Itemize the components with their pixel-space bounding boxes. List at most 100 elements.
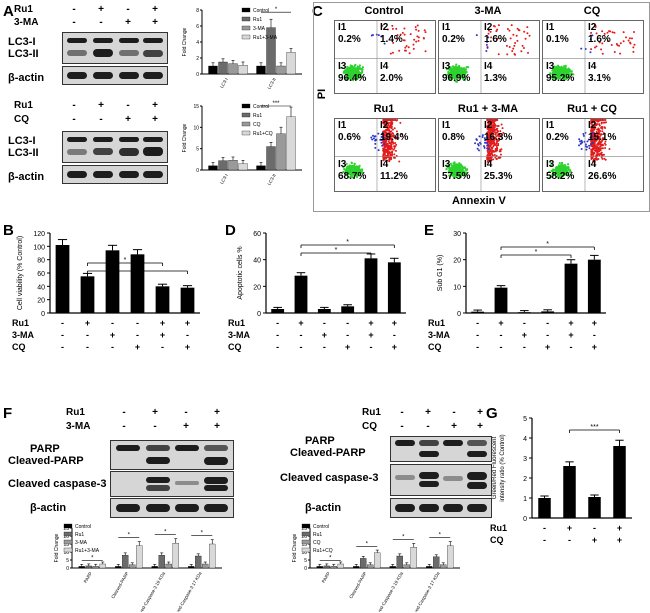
- bar: [541, 311, 555, 313]
- quadrant-percent: 1.6%: [588, 34, 611, 45]
- sign: +: [160, 318, 165, 328]
- chart-g: 0 1 2 3 4 5 Green/Red Fluorescent intensity rat…: [490, 416, 632, 545]
- chart-d: 0 20 40 60 Apoptotic cells % * * Ru1 - + - - + +3-MA -…: [228, 231, 406, 352]
- quadrant-id: I3: [546, 61, 555, 73]
- y-tick-label: 0: [196, 168, 199, 174]
- bar: [389, 566, 396, 569]
- bar: [410, 547, 417, 569]
- lc3i-label: LC3-I: [8, 36, 36, 48]
- flow-plot: [438, 118, 540, 192]
- quadrant-percent: 25.3%: [484, 171, 513, 183]
- flow-plot: [542, 118, 644, 192]
- significance-mark: *: [128, 533, 131, 539]
- y-tick-label: 2: [523, 476, 527, 483]
- bar: [180, 287, 195, 313]
- actin-label: β-actin: [8, 171, 45, 183]
- x-tick-label: Cleaved-PARP: [110, 571, 129, 599]
- panel-label-c: C: [312, 3, 323, 20]
- y-tick-label: 0: [257, 311, 261, 318]
- parp-label: PARP: [305, 435, 335, 447]
- sign: +: [160, 330, 165, 340]
- quadrant-label: I4 1.3%: [484, 61, 507, 85]
- pi-axis-label: PI: [316, 88, 329, 100]
- x-tick-label: LC3-II: [266, 77, 276, 90]
- lc3ii-label: LC3-II: [8, 48, 39, 60]
- quadrant-id: I3: [442, 159, 451, 171]
- quadrant-percent: 3.1%: [588, 73, 611, 85]
- sign: +: [567, 523, 572, 533]
- bar: [294, 275, 308, 313]
- x-tick-label: Cleaved-PARP: [348, 571, 367, 599]
- bar: [316, 566, 323, 569]
- bar: [80, 276, 95, 313]
- legend-swatch: [241, 16, 251, 22]
- y-tick-label: 0: [457, 311, 461, 318]
- bar: [165, 563, 172, 569]
- bar: [129, 564, 136, 569]
- legend-label: 3-MA: [75, 540, 88, 546]
- y-tick-label: 5: [196, 147, 199, 153]
- bar: [155, 286, 170, 313]
- significance-mark: *: [329, 556, 332, 562]
- cq-row-label: CQ: [362, 421, 377, 432]
- actin-label: β-actin: [305, 502, 342, 514]
- bar: [256, 65, 266, 75]
- sign: -: [86, 330, 89, 340]
- y-tick-label: 120: [33, 231, 45, 238]
- flow-plot-title: Ru1: [373, 103, 395, 115]
- quadrant-label: I3 95.2%: [546, 61, 574, 85]
- quadrant-label: I2 1.6%: [588, 22, 611, 46]
- flow-scatter: [543, 21, 643, 93]
- significance-mark: *: [439, 533, 442, 539]
- bar: [238, 163, 248, 171]
- quadrant-label: I4 3.1%: [588, 61, 611, 85]
- sign: -: [184, 407, 188, 418]
- y-tick-label: 2: [196, 56, 199, 62]
- y-tick-label: 10: [193, 125, 199, 131]
- sign: -: [593, 523, 596, 533]
- sign: -: [86, 342, 89, 352]
- quadrant-percent: 0.2%: [442, 34, 465, 45]
- y-tick-label: 6: [196, 24, 199, 30]
- bar: [158, 555, 165, 569]
- y-tick-label: 20: [453, 258, 461, 265]
- sign: +: [568, 330, 573, 340]
- y-axis-label: Apoptotic cells %: [237, 246, 244, 299]
- ru1-row-label: Ru1: [66, 407, 85, 418]
- sign: -: [161, 342, 164, 352]
- quadrant-percent: 1.4%: [380, 34, 403, 45]
- bar: [341, 306, 355, 313]
- quadrant-percent: 1.6%: [484, 34, 507, 45]
- sign: -: [276, 330, 279, 340]
- sign: +: [85, 318, 90, 328]
- quadrant-id: I2: [380, 120, 389, 131]
- panel-label-a: A: [3, 3, 14, 20]
- bar: [228, 63, 238, 75]
- x-tick-label: Cleaved-Caspase-3 19 KDa: [134, 571, 167, 612]
- y-tick-label: 5: [523, 416, 527, 423]
- bar: [286, 52, 296, 75]
- y-axis-label: Green/Red Fluorescent: [492, 436, 498, 499]
- quadrant-id: I1: [546, 120, 555, 131]
- bar: [317, 309, 331, 313]
- legend-swatch: [63, 547, 73, 553]
- legend-label: Ru1: [75, 532, 84, 538]
- significance-mark: *: [366, 542, 369, 548]
- quadrant-id: I2: [588, 120, 597, 131]
- lc3i-label: LC3-I: [8, 135, 36, 147]
- quadrant-percent: 68.7%: [338, 171, 367, 183]
- bar: [367, 564, 374, 569]
- legend-label: Ru1: [253, 17, 262, 23]
- legend-swatch: [63, 531, 73, 537]
- sign: -: [543, 523, 546, 533]
- sign: +: [368, 318, 373, 328]
- legend-label: Ru1: [253, 113, 262, 119]
- y-axis-label: Fold Change: [54, 533, 60, 562]
- x-tick-label: PARP: [83, 571, 93, 584]
- quadrant-label: I4 11.2%: [380, 159, 408, 183]
- y-tick-label: 60: [253, 231, 261, 238]
- bar: [387, 262, 401, 313]
- quadrant-label: I4 26.6%: [588, 159, 616, 183]
- y-tick-label: 0: [523, 516, 527, 523]
- sign: +: [392, 342, 397, 352]
